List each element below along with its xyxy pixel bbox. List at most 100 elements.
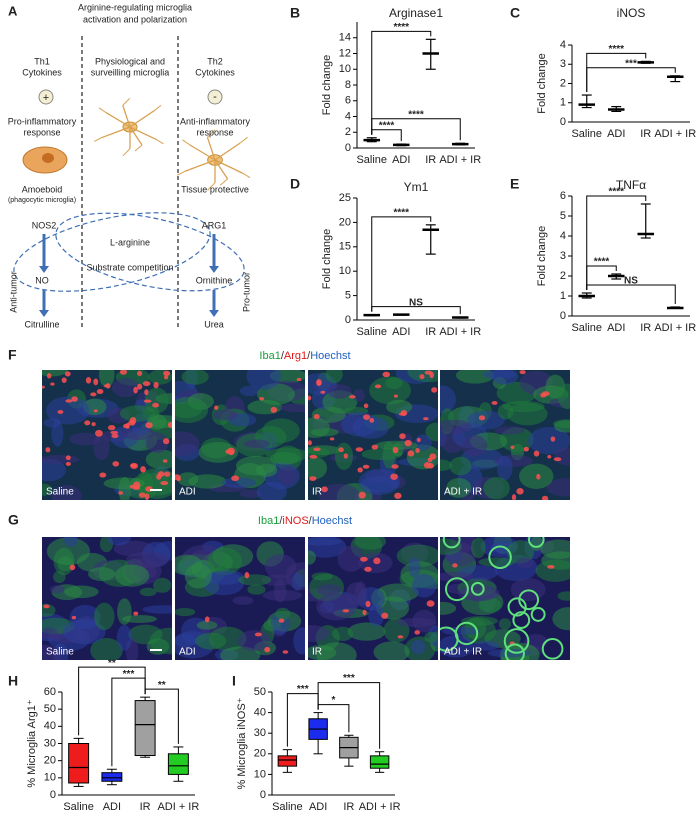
tissue-texture [385,377,403,390]
y-tick-label: 2 [345,126,351,138]
tissue-texture [461,434,488,457]
diagram-label: Pro-tumor [241,272,251,312]
stained-cell [329,437,335,441]
stained-cell [96,389,104,395]
y-axis-label: % Microglia Arg1⁺ [26,699,38,788]
y-tick-label: 10 [339,265,351,277]
stained-cell [374,384,382,389]
tissue-texture [487,648,531,658]
x-tick-label: ADI + IR [157,801,199,813]
stained-cell [391,464,399,469]
tissue-texture [265,447,305,462]
y-tick-label: 20 [339,216,351,228]
tissue-texture [42,370,68,377]
x-tick-label: ADI + IR [359,801,401,813]
tissue-texture [557,383,570,410]
stained-cell [364,566,372,572]
significance-label: **** [393,22,409,33]
stained-cell [355,447,364,452]
stained-cell [478,415,486,421]
y-tick-label: 5 [345,290,351,302]
tissue-texture [546,478,570,497]
y-tick-label: 4 [560,230,566,242]
box [68,743,90,784]
stained-cell [244,572,250,579]
tissue-texture [175,607,196,617]
y-tick-label: 50 [254,686,266,698]
stained-cell [65,455,71,461]
tissue-texture [325,370,343,384]
y-axis-label: Fold change [536,226,548,287]
stained-cell [264,646,271,653]
y-tick-label: 2 [560,270,566,282]
stained-cell [404,439,412,447]
stained-cell [99,472,107,478]
tissue-texture [553,447,570,466]
diagram-label: ARG1 [202,220,227,230]
x-tick-label: Saline [356,154,387,166]
stained-ring [507,597,527,617]
stained-cell [137,370,143,376]
stained-cell [175,474,181,481]
stained-ring [504,643,525,660]
microglia-process [177,170,185,176]
stained-cell [163,375,169,380]
significance-label: NS [409,297,423,308]
y-axis-label: Fold change [321,55,333,116]
stained-cell [308,440,312,446]
stained-cell [162,459,168,463]
title-part: / [279,515,283,527]
stained-cell [140,466,146,473]
microglia-process [105,112,131,128]
microglia-process [182,139,191,146]
tissue-texture [149,627,172,655]
y-tick-label: 50 [44,703,56,715]
micrograph-content [42,370,172,500]
stained-cell [71,396,78,402]
image-label: ADI + IR [444,487,482,498]
diagram-label: Ornithine [196,275,233,285]
stained-cell [321,486,328,493]
tissue-texture [449,456,472,476]
tissue-texture [275,607,291,621]
tissue-texture [440,385,457,414]
x-tick-label: IR [640,322,651,334]
microglia-process [129,126,157,141]
tissue-texture [311,572,333,581]
diagram-label: + [43,92,49,104]
stained-cell [491,401,498,405]
stained-cell [65,399,73,403]
stained-cell [429,371,434,379]
stained-cell [133,611,139,616]
tissue-texture [467,410,505,430]
significance-bracket [371,216,432,312]
microglia-process [134,144,143,152]
stained-cell [541,495,549,500]
significance-bracket [586,284,676,304]
tissue-texture [337,545,365,572]
stained-cell [65,462,71,466]
stained-cell [415,447,420,454]
stained-cell [71,615,77,620]
y-tick-label: 6 [345,95,351,107]
diagram-label: Urea [204,319,224,329]
stained-cell [118,491,124,495]
title-part: Iba1 [259,350,280,362]
panel-letter: E [510,176,519,192]
stained-cell [523,446,529,452]
stained-cell [313,447,321,452]
x-tick-label: ADI [607,128,625,140]
microglia-process [122,148,131,157]
stained-cell [214,405,219,410]
diagram-label: Pro-inflammatory [8,116,77,126]
tissue-texture [106,537,132,546]
stained-ring [512,611,531,629]
y-tick-label: 1 [560,290,566,302]
y-tick-label: 3 [560,58,566,70]
x-tick-label: IR [640,128,651,140]
panel-letter: C [510,5,520,21]
stained-cell [414,630,421,635]
tissue-texture [498,618,512,630]
box [167,753,189,775]
